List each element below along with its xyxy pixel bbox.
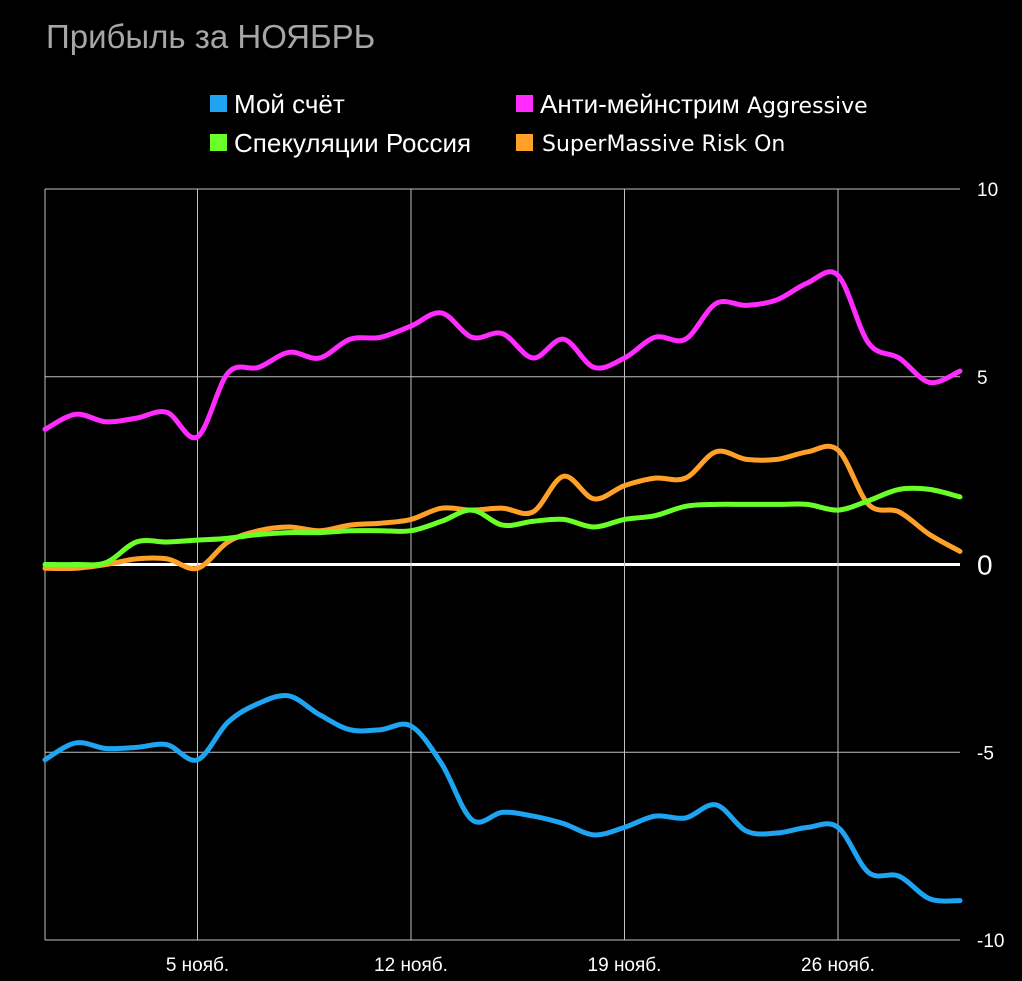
series-line-speculation-russia xyxy=(42,485,963,568)
y-tick-label: 0 xyxy=(977,550,993,581)
series-line-supermassive-risk-on xyxy=(42,443,963,572)
legend-swatch-supermassive-risk-on xyxy=(516,134,533,151)
legend-swatch-speculation-russia xyxy=(210,134,227,151)
legend-item-anti-mainstream: Анти-мейнстрим Aggressive xyxy=(516,89,868,119)
legend-label-part: Aggressive xyxy=(747,94,868,119)
legend-swatch-anti-mainstream xyxy=(516,95,533,112)
legend-swatch-my-account xyxy=(210,95,227,112)
legend-label-anti-mainstream: Анти-мейнстрим Aggressive xyxy=(540,89,868,119)
series-line-anti-mainstream xyxy=(42,269,963,441)
x-tick-label: 12 нояб. xyxy=(374,955,448,976)
legend-item-my-account: Мой счёт xyxy=(210,89,345,119)
legend-item-supermassive-risk-on: SuperMassive Risk On xyxy=(516,132,785,157)
x-tick-label: 26 нояб. xyxy=(801,955,875,976)
legend-label-supermassive-risk-on: SuperMassive Risk On xyxy=(542,132,785,157)
y-tick-label: -5 xyxy=(977,743,994,764)
legend-label-my-account: Мой счёт xyxy=(234,89,345,119)
x-axis-ticks: 5 нояб. 12 нояб. 19 нояб. 26 нояб. xyxy=(166,955,875,976)
y-tick-label: 10 xyxy=(977,180,998,201)
legend-item-speculation-russia: Спекуляции Россия xyxy=(210,128,471,158)
x-tick-label: 19 нояб. xyxy=(588,955,662,976)
y-axis-ticks: 10 5 0 -5 -10 xyxy=(977,180,1004,952)
legend: Мой счёт Анти-мейнстрим Aggressive Спеку… xyxy=(210,89,868,158)
chart-title: Прибыль за НОЯБРЬ xyxy=(46,18,375,55)
series-line-my-account xyxy=(42,693,963,904)
series-lines xyxy=(42,269,963,904)
legend-label-part: Анти-мейнстрим xyxy=(540,89,747,119)
y-tick-label: 5 xyxy=(977,368,988,389)
y-tick-label: -10 xyxy=(977,931,1004,952)
x-tick-label: 5 нояб. xyxy=(166,955,229,976)
legend-label-speculation-russia: Спекуляции Россия xyxy=(234,128,471,158)
